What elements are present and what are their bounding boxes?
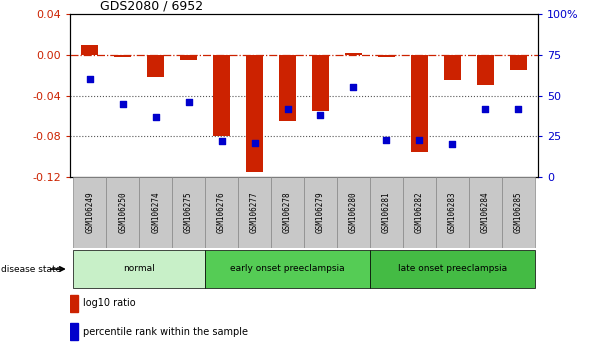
Bar — [70, 323, 78, 340]
Text: GSM106278: GSM106278 — [283, 192, 292, 233]
Point — [382, 137, 392, 142]
Bar — [205, 177, 238, 248]
Bar — [205, 250, 370, 288]
Text: log10 ratio: log10 ratio — [83, 298, 136, 308]
Bar — [411, 55, 427, 152]
Text: percentile rank within the sample: percentile rank within the sample — [83, 327, 248, 337]
Bar — [271, 177, 304, 248]
Text: GSM106249: GSM106249 — [85, 192, 94, 233]
Bar — [444, 55, 461, 80]
Text: disease state: disease state — [1, 264, 61, 274]
Bar — [403, 177, 436, 248]
Text: late onset preeclampsia: late onset preeclampsia — [398, 264, 507, 273]
Bar — [510, 55, 527, 70]
Bar — [181, 55, 197, 60]
Text: GSM106283: GSM106283 — [448, 192, 457, 233]
Bar — [172, 177, 205, 248]
Bar — [81, 45, 98, 55]
Bar — [73, 250, 205, 288]
Text: GSM106275: GSM106275 — [184, 192, 193, 233]
Bar — [313, 55, 329, 111]
Point — [184, 99, 193, 105]
Bar — [502, 177, 535, 248]
Point — [316, 112, 325, 118]
Bar — [378, 55, 395, 57]
Point — [151, 114, 161, 120]
Bar — [114, 55, 131, 57]
Text: GSM106276: GSM106276 — [217, 192, 226, 233]
Text: GSM106284: GSM106284 — [481, 192, 490, 233]
Text: GSM106250: GSM106250 — [118, 192, 127, 233]
Text: GSM106280: GSM106280 — [349, 192, 358, 233]
Bar — [139, 177, 172, 248]
Bar — [279, 55, 295, 121]
Bar — [477, 55, 494, 85]
Point — [348, 85, 358, 90]
Text: normal: normal — [123, 264, 155, 273]
Point — [480, 106, 490, 112]
Bar — [337, 177, 370, 248]
Point — [283, 106, 292, 112]
Bar — [345, 53, 362, 55]
Bar — [304, 177, 337, 248]
Point — [447, 142, 457, 147]
Bar — [370, 177, 403, 248]
Point — [118, 101, 128, 107]
Bar — [246, 55, 263, 172]
Bar — [73, 177, 106, 248]
Text: GSM106281: GSM106281 — [382, 192, 391, 233]
Text: GDS2080 / 6952: GDS2080 / 6952 — [100, 0, 204, 12]
Bar — [70, 295, 78, 312]
Bar — [147, 55, 164, 77]
Text: GSM106277: GSM106277 — [250, 192, 259, 233]
Text: GSM106274: GSM106274 — [151, 192, 160, 233]
Text: GSM106282: GSM106282 — [415, 192, 424, 233]
Point — [250, 140, 260, 145]
Bar — [436, 177, 469, 248]
Bar — [106, 177, 139, 248]
Bar — [370, 250, 535, 288]
Point — [85, 76, 95, 82]
Bar — [213, 55, 230, 136]
Point — [216, 138, 226, 144]
Bar — [469, 177, 502, 248]
Text: GSM106279: GSM106279 — [316, 192, 325, 233]
Bar — [238, 177, 271, 248]
Point — [513, 106, 523, 112]
Text: early onset preeclampsia: early onset preeclampsia — [230, 264, 345, 273]
Text: GSM106285: GSM106285 — [514, 192, 523, 233]
Point — [415, 137, 424, 142]
